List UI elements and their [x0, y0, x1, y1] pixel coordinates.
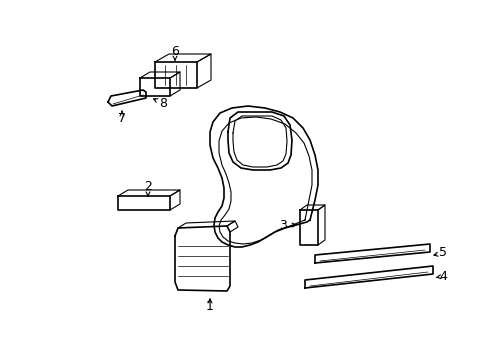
Text: 4: 4 [438, 270, 446, 284]
Text: 6: 6 [171, 45, 179, 58]
Text: 3: 3 [279, 219, 286, 231]
Text: 7: 7 [118, 112, 126, 125]
Text: 8: 8 [159, 96, 167, 109]
Text: 5: 5 [438, 246, 446, 258]
Text: 2: 2 [144, 180, 152, 193]
Text: 1: 1 [205, 301, 214, 314]
